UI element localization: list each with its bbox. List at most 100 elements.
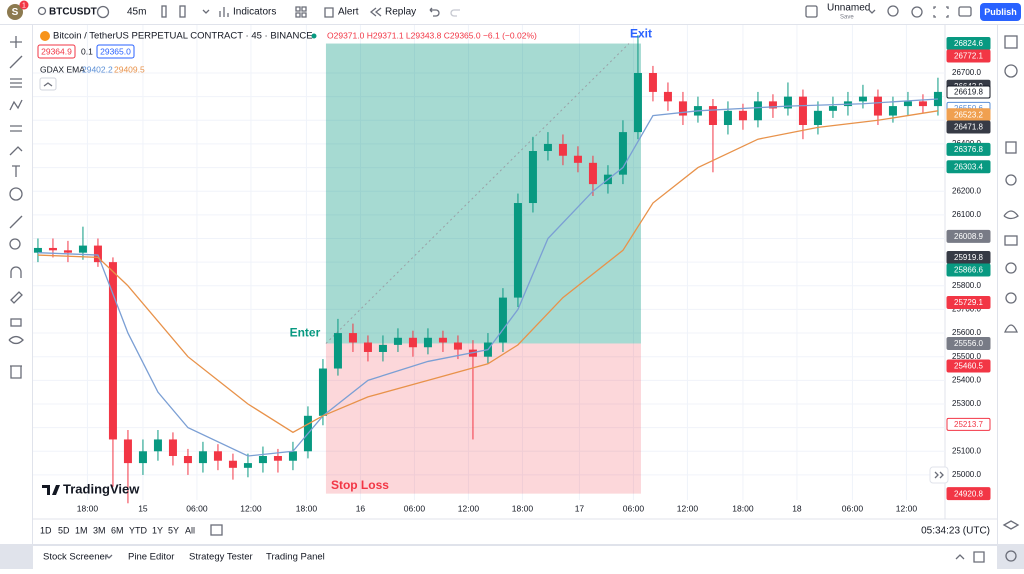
symbol-logo <box>40 31 50 41</box>
compare-icon[interactable] <box>96 5 110 19</box>
bottom-tab[interactable]: Trading Panel <box>266 552 325 563</box>
sidebar-icons[interactable] <box>1002 35 1020 562</box>
candle-body <box>783 96 792 109</box>
ask[interactable]: 29365.0 <box>100 46 131 56</box>
redo[interactable] <box>450 9 460 17</box>
x-tick-label: 18:00 <box>77 503 99 513</box>
price-tag-label: 26824.6 <box>954 39 983 48</box>
range-button[interactable]: All <box>185 525 195 535</box>
candle-body <box>543 143 552 152</box>
range-button[interactable]: 1D <box>40 525 52 535</box>
drawing-tools[interactable] <box>8 36 24 379</box>
collapse-legend[interactable] <box>39 77 57 91</box>
scroll-right[interactable] <box>929 466 949 484</box>
candle-body <box>63 250 72 253</box>
y-tick-label: 25500.0 <box>952 352 981 361</box>
search-icon[interactable] <box>37 6 47 16</box>
legend-ohlc: O29371.0 H29371.1 L29343.8 C29365.0 −6.1… <box>327 30 537 40</box>
symbol[interactable]: BTCUSDT <box>49 7 97 18</box>
candle-body <box>588 162 597 185</box>
chevron[interactable] <box>105 554 113 559</box>
buy-box[interactable] <box>96 44 135 59</box>
candle-body <box>213 451 222 461</box>
indicators-icon[interactable] <box>219 7 229 17</box>
price-tag-label: 26523.2 <box>954 110 983 119</box>
y-tick-label: 26100.0 <box>952 210 981 219</box>
bid[interactable]: 29364.9 <box>41 46 72 56</box>
date-range-icon[interactable] <box>210 524 223 536</box>
x-tick-label: 12:00 <box>240 503 262 513</box>
x-tick-label: 12:00 <box>458 503 480 513</box>
layout-icon[interactable] <box>295 6 307 18</box>
publish[interactable]: Publish <box>984 7 1017 17</box>
candle-body <box>798 96 807 126</box>
publish-button[interactable] <box>980 3 1021 21</box>
chevron[interactable] <box>202 9 210 14</box>
price-tag-label: 25460.5 <box>954 362 983 371</box>
legend-title: Bitcoin / TetherUS PERPETUAL CONTRACT · … <box>53 31 313 42</box>
chevron[interactable] <box>868 9 876 14</box>
candle-body <box>753 101 762 121</box>
candle-body <box>663 91 672 102</box>
indicator-value: 29402.2 <box>82 64 113 74</box>
undo[interactable] <box>429 7 440 17</box>
alert[interactable]: Alert <box>338 7 359 18</box>
layout-name[interactable]: Unnamed <box>827 3 870 14</box>
clock: 05:34:23 (UTC) <box>921 526 990 537</box>
y-tick-label: 26200.0 <box>952 186 981 195</box>
candle-body <box>378 344 387 352</box>
settings[interactable] <box>911 6 923 18</box>
price-tag-label: 26471.8 <box>954 123 983 132</box>
x-tick-label: 06:00 <box>842 503 864 513</box>
fullscreen[interactable] <box>933 6 949 18</box>
badge <box>19 0 29 10</box>
candle-body <box>633 72 642 133</box>
candle-body <box>78 245 87 253</box>
candle-body <box>348 333 357 343</box>
candle-body <box>423 337 432 348</box>
price-tag-label: 26772.1 <box>954 52 983 61</box>
interval[interactable]: 45m <box>127 7 146 18</box>
price-tag <box>946 417 991 431</box>
range-button[interactable]: 1Y <box>152 525 163 535</box>
bottom-tab[interactable]: Pine Editor <box>128 552 174 563</box>
replay[interactable]: Replay <box>385 7 416 18</box>
price-tag <box>946 250 991 264</box>
replay-icon[interactable] <box>369 7 382 17</box>
snapshot[interactable] <box>958 6 972 17</box>
sell-box[interactable] <box>37 44 76 59</box>
candle-icon[interactable] <box>161 5 167 18</box>
price-tag-label: 25919.8 <box>954 253 983 262</box>
quick-search[interactable] <box>887 5 899 17</box>
candle-body <box>648 72 657 92</box>
range-button[interactable]: 1M <box>75 525 88 535</box>
candle-body <box>813 110 822 126</box>
range-button[interactable]: 3M <box>93 525 106 535</box>
panel-controls[interactable] <box>955 551 985 563</box>
price-tag <box>946 263 991 277</box>
bottom-tab[interactable]: Stock Screener <box>43 552 108 563</box>
indicators[interactable]: Indicators <box>233 7 276 18</box>
left-toolbar <box>0 25 32 544</box>
avatar[interactable] <box>7 4 23 20</box>
bars-icon[interactable] <box>179 5 186 18</box>
x-tick-label: 15 <box>138 503 148 513</box>
profit-zone <box>325 43 641 344</box>
range-button[interactable]: 5D <box>58 525 70 535</box>
candle-body <box>408 337 417 348</box>
range-button[interactable]: YTD <box>129 525 148 535</box>
alert-icon[interactable] <box>324 7 334 18</box>
candle-body <box>333 333 342 369</box>
market-status <box>311 33 317 39</box>
candle-body <box>123 439 132 464</box>
range-button[interactable]: 5Y <box>168 525 179 535</box>
price-tag-label: 26619.8 <box>954 88 983 97</box>
bottom-tab[interactable]: Strategy Tester <box>189 552 253 563</box>
candle-body <box>708 106 717 126</box>
range-button[interactable]: 6M <box>111 525 124 535</box>
layout-square[interactable] <box>805 5 818 18</box>
spread: 0.1 <box>81 46 93 56</box>
x-tick-label: 06:00 <box>623 503 645 513</box>
candle-body <box>888 106 897 116</box>
candle-body <box>393 337 402 345</box>
